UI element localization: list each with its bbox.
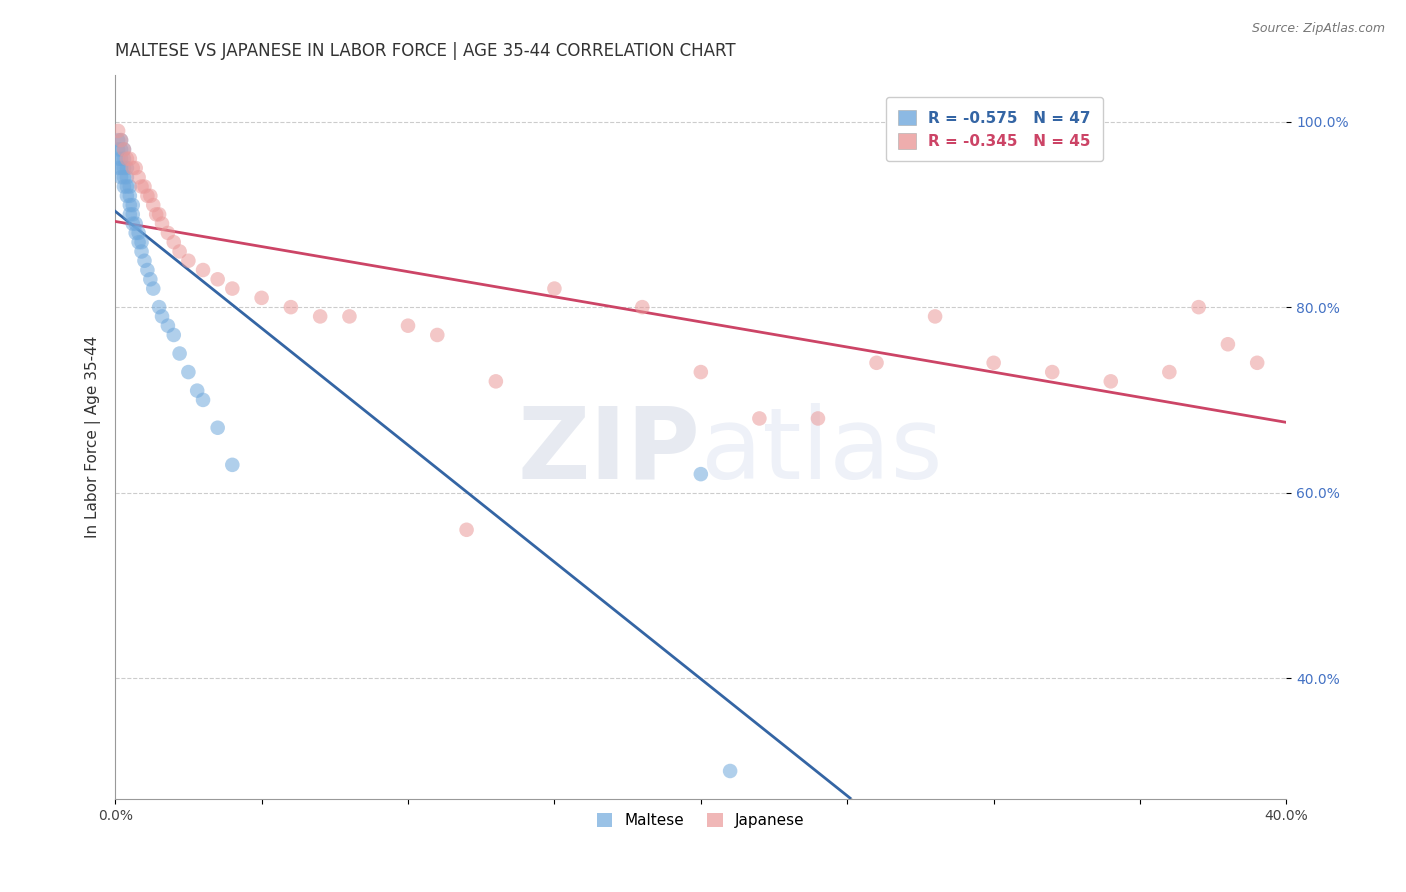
Point <box>110 152 132 166</box>
Point <box>145 207 167 221</box>
Point <box>112 152 135 166</box>
Point <box>426 328 449 343</box>
Point <box>112 143 135 157</box>
Point <box>689 365 711 379</box>
Point <box>543 282 565 296</box>
Point <box>110 133 132 147</box>
Point <box>485 375 508 389</box>
Point <box>191 263 214 277</box>
Point <box>112 179 135 194</box>
Point <box>118 189 141 203</box>
Point <box>118 179 141 194</box>
Point <box>107 161 129 175</box>
Point <box>107 152 129 166</box>
Point <box>142 198 165 212</box>
Point <box>118 198 141 212</box>
Point <box>163 235 186 250</box>
Point <box>139 189 162 203</box>
Point <box>131 179 153 194</box>
Point <box>115 179 138 194</box>
Point <box>128 226 150 240</box>
Point <box>107 143 129 157</box>
Point <box>191 392 214 407</box>
Point <box>221 282 243 296</box>
Point <box>121 217 143 231</box>
Point <box>177 365 200 379</box>
Point <box>110 170 132 185</box>
Point <box>718 764 741 778</box>
Point <box>1099 375 1122 389</box>
Point <box>186 384 208 398</box>
Point <box>107 124 129 138</box>
Point <box>121 207 143 221</box>
Point <box>139 272 162 286</box>
Point <box>156 226 179 240</box>
Point <box>136 263 159 277</box>
Point <box>128 235 150 250</box>
Point <box>169 244 191 259</box>
Point <box>148 207 170 221</box>
Point <box>115 189 138 203</box>
Text: Source: ZipAtlas.com: Source: ZipAtlas.com <box>1251 22 1385 36</box>
Point <box>207 272 229 286</box>
Point <box>250 291 273 305</box>
Point <box>221 458 243 472</box>
Point <box>456 523 478 537</box>
Point <box>110 133 132 147</box>
Point <box>150 310 173 324</box>
Text: ZIP: ZIP <box>517 403 700 500</box>
Point <box>112 170 135 185</box>
Point <box>280 300 302 314</box>
Point <box>156 318 179 333</box>
Point <box>110 143 132 157</box>
Point <box>136 189 159 203</box>
Point <box>121 161 143 175</box>
Point <box>1216 337 1239 351</box>
Point <box>107 133 129 147</box>
Point <box>115 170 138 185</box>
Point <box>134 179 156 194</box>
Point <box>207 421 229 435</box>
Legend: Maltese, Japanese: Maltese, Japanese <box>591 807 811 835</box>
Point <box>1040 365 1063 379</box>
Point <box>177 253 200 268</box>
Point <box>121 198 143 212</box>
Point <box>131 244 153 259</box>
Point <box>115 161 138 175</box>
Point <box>924 310 946 324</box>
Point <box>115 152 138 166</box>
Point <box>748 411 770 425</box>
Text: MALTESE VS JAPANESE IN LABOR FORCE | AGE 35-44 CORRELATION CHART: MALTESE VS JAPANESE IN LABOR FORCE | AGE… <box>115 42 735 60</box>
Y-axis label: In Labor Force | Age 35-44: In Labor Force | Age 35-44 <box>86 335 101 538</box>
Point <box>134 253 156 268</box>
Point <box>339 310 361 324</box>
Point <box>865 356 887 370</box>
Point <box>112 143 135 157</box>
Point <box>148 300 170 314</box>
Point <box>125 226 148 240</box>
Text: atlas: atlas <box>700 403 942 500</box>
Point <box>689 467 711 482</box>
Point <box>309 310 332 324</box>
Point <box>1246 356 1268 370</box>
Point <box>142 282 165 296</box>
Point <box>131 235 153 250</box>
Point <box>150 217 173 231</box>
Point <box>110 161 132 175</box>
Point <box>112 161 135 175</box>
Point <box>1159 365 1181 379</box>
Point <box>396 318 419 333</box>
Point <box>163 328 186 343</box>
Point <box>631 300 654 314</box>
Point <box>125 217 148 231</box>
Point <box>983 356 1005 370</box>
Point <box>807 411 830 425</box>
Point <box>125 161 148 175</box>
Point <box>118 152 141 166</box>
Point <box>128 170 150 185</box>
Point <box>169 346 191 360</box>
Point <box>1188 300 1211 314</box>
Point <box>118 207 141 221</box>
